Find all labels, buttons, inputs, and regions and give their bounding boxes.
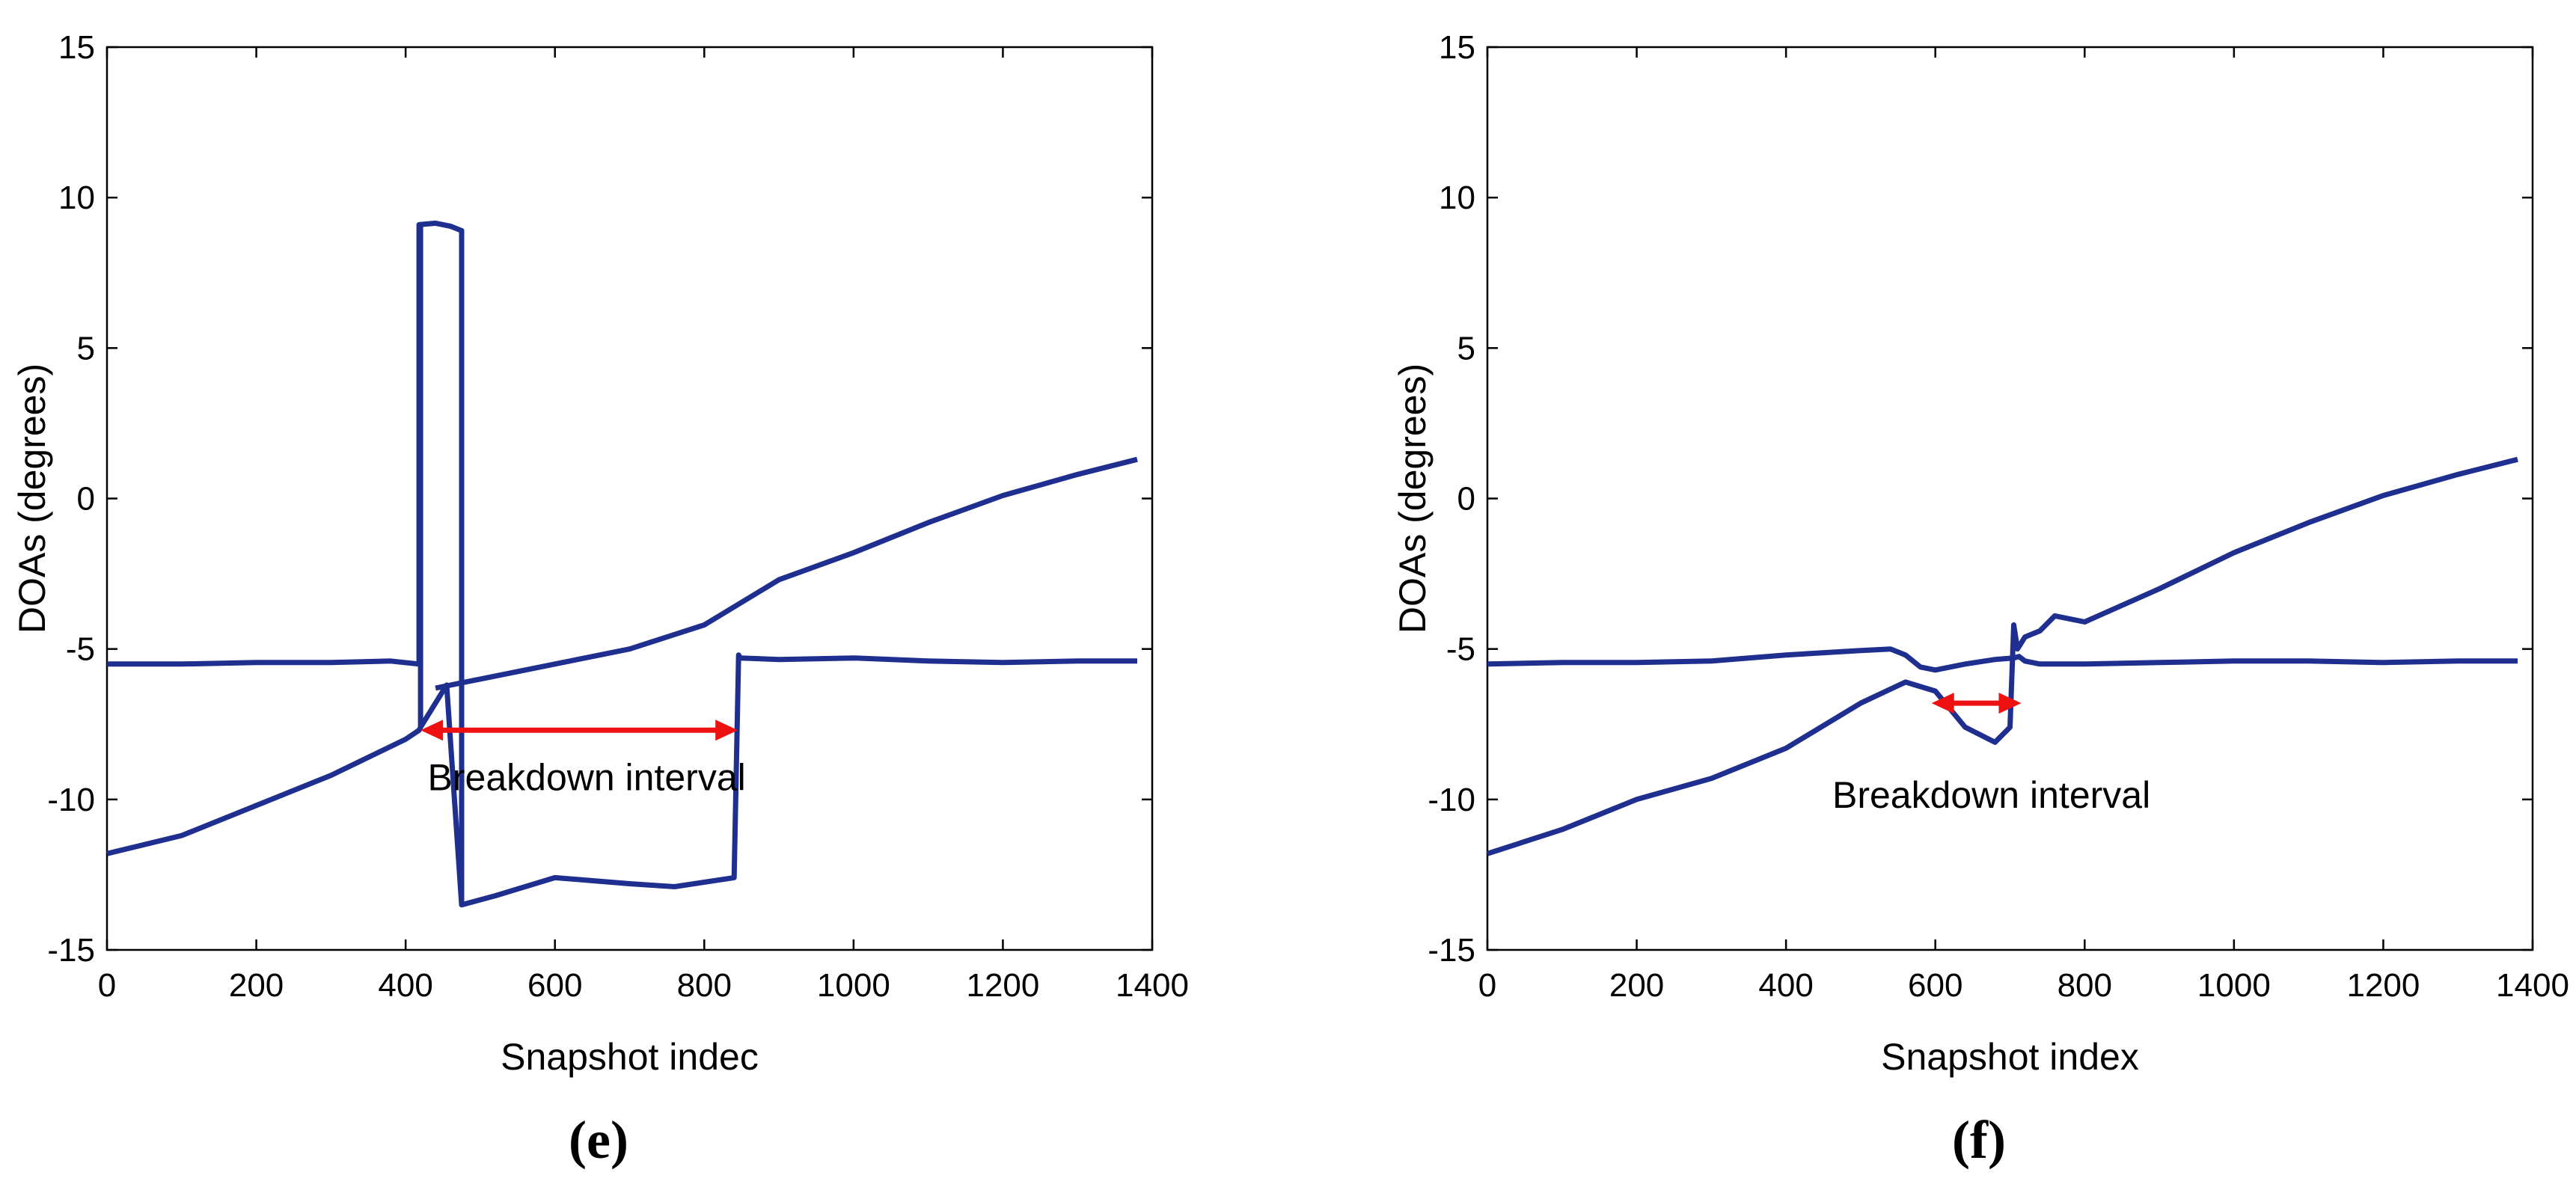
series-line-1: [1486, 456, 2518, 856]
y-tick-label: -15: [47, 932, 95, 969]
y-axis-label: DOAs (degrees): [11, 364, 53, 634]
breakdown-interval-label: Breakdown interval: [428, 756, 746, 798]
series-line-0: [1487, 646, 2518, 673]
breakdown-arrow-head-left: [1931, 693, 1954, 714]
x-tick-label: 200: [229, 967, 284, 1004]
x-tick-label: 1400: [2496, 967, 2569, 1004]
breakdown-arrow-head-left: [420, 720, 444, 741]
x-tick-label: 200: [1609, 967, 1664, 1004]
y-axis-label: DOAs (degrees): [1392, 364, 1434, 634]
y-tick-label: 10: [1439, 180, 1475, 216]
y-tick-label: 10: [58, 180, 95, 216]
y-tick-label: -5: [1446, 631, 1475, 668]
chart-panel-f: 0 200 400 600 800 1000 1200 1400 -15 -10 -5 0 5 10 15 S…: [1392, 29, 2569, 1170]
x-tick-label: 1400: [1116, 967, 1189, 1004]
x-tick-label: 0: [1478, 967, 1496, 1004]
y-tick-label: 15: [1439, 29, 1475, 66]
x-tick-label: 600: [1908, 967, 1962, 1004]
series-line-pulse: [107, 220, 465, 905]
x-axis-label: Snapshot indec: [501, 1036, 759, 1078]
x-tick-label: 1200: [2346, 967, 2420, 1004]
y-tick-label: 5: [1457, 330, 1475, 366]
x-axis-label: Snapshot index: [1881, 1036, 2139, 1078]
y-tick-label: 15: [58, 29, 95, 66]
breakdown-arrow-head-right: [1998, 693, 2022, 714]
y-tick-label: -10: [1428, 782, 1475, 818]
y-tick-label: 5: [77, 330, 95, 366]
y-tick-label: 0: [1457, 481, 1475, 518]
y-tick-label: 0: [77, 481, 95, 518]
series-line-rising: [435, 456, 1138, 691]
x-tick-label: 400: [378, 967, 432, 1004]
x-tick-label: 800: [2058, 967, 2112, 1004]
breakdown-arrow-head-right: [715, 720, 738, 741]
panel-label: (e): [569, 1110, 628, 1170]
x-tick-label: 0: [98, 967, 116, 1004]
chart-panel-e: 0 200 400 600 800 1000 1200 1400 -15 -10 -5 0 5 10 15 S…: [11, 29, 1189, 1170]
y-tick-label: -10: [47, 782, 95, 818]
breakdown-interval-label: Breakdown interval: [1832, 774, 2150, 816]
y-tick-label: -15: [1428, 932, 1475, 969]
panel-label: (f): [1952, 1110, 2006, 1170]
x-tick-label: 1000: [2197, 967, 2271, 1004]
x-tick-label: 1000: [817, 967, 890, 1004]
x-tick-label: 800: [677, 967, 732, 1004]
series-line-lower: [106, 652, 1137, 908]
x-tick-label: 400: [1758, 967, 1813, 1004]
x-tick-label: 1200: [966, 967, 1039, 1004]
y-tick-label: -5: [66, 631, 95, 668]
x-tick-label: 600: [527, 967, 582, 1004]
